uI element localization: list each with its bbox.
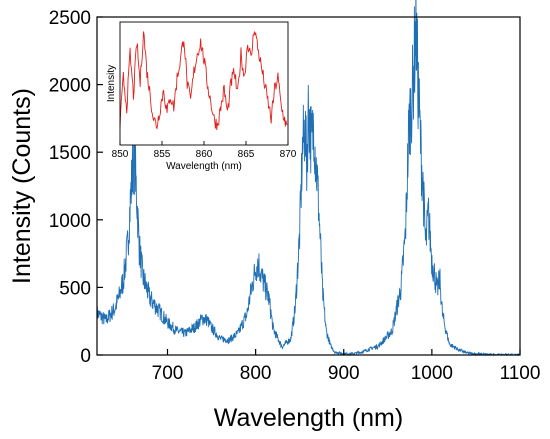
inset-x-tick-label: 855 [154,149,171,160]
inset-x-tick-label: 870 [280,149,297,160]
inset-x-tick-label: 865 [238,149,255,160]
inset-spectrum-line [119,30,288,131]
plot-frame [96,16,521,356]
y-tick-label: 1000 [49,211,91,232]
x-tick-label: 700 [152,363,184,384]
y-tick-label: 0 [80,346,91,367]
inset-y-axis-title: Intensity [106,65,117,102]
spectrum-line [96,0,521,357]
x-tick-label: 1100 [500,363,541,384]
y-tick-label: 2000 [49,76,91,97]
x-tick-label: 800 [240,363,272,384]
y-tick-label: 1500 [49,143,91,164]
y-tick-label: 2500 [49,8,91,29]
x-tick-label: 900 [328,363,360,384]
inset-background [120,22,288,145]
main-chart: 700 800 900 1000 1100 0 500 1000 1500 2000 2500 Wav… [8,0,540,432]
x-tick-label: 1000 [411,363,453,384]
inset-x-tick-label: 860 [196,149,213,160]
x-axis-title: Wavelength (nm) [214,404,403,432]
y-tick-label: 500 [59,278,91,299]
y-axis-title: Intensity (Counts) [8,88,36,284]
inset-chart: 850 855 860 865 870 Wavelength (nm) Intensity [106,21,297,172]
inset-x-axis-title: Wavelength (nm) [166,161,242,172]
inset-x-tick-label: 850 [112,149,129,160]
